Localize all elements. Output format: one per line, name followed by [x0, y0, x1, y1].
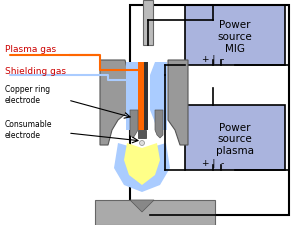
Bar: [138, 62, 146, 130]
Bar: [95, 200, 215, 225]
Bar: [138, 130, 146, 138]
Polygon shape: [100, 60, 130, 145]
Polygon shape: [130, 110, 138, 138]
Text: + |  -: + | -: [202, 160, 224, 169]
FancyBboxPatch shape: [185, 5, 285, 65]
Polygon shape: [126, 62, 143, 130]
Text: Power
source
MIG: Power source MIG: [218, 20, 252, 54]
Text: + |  -: + | -: [202, 54, 224, 63]
FancyBboxPatch shape: [185, 105, 285, 170]
Text: Plasma gas: Plasma gas: [5, 45, 56, 54]
Polygon shape: [124, 143, 160, 185]
Bar: [144, 62, 148, 130]
Circle shape: [139, 140, 144, 146]
Polygon shape: [114, 143, 170, 192]
Text: Consumable
electrode: Consumable electrode: [5, 120, 53, 140]
Polygon shape: [168, 60, 188, 145]
Polygon shape: [130, 200, 154, 212]
Polygon shape: [150, 62, 167, 130]
Text: Shielding gas: Shielding gas: [5, 68, 66, 76]
Bar: [143, 0, 153, 45]
Polygon shape: [155, 110, 163, 138]
Text: Power
source
plasma: Power source plasma: [216, 123, 254, 156]
Text: Copper ring
electrode: Copper ring electrode: [5, 85, 50, 105]
